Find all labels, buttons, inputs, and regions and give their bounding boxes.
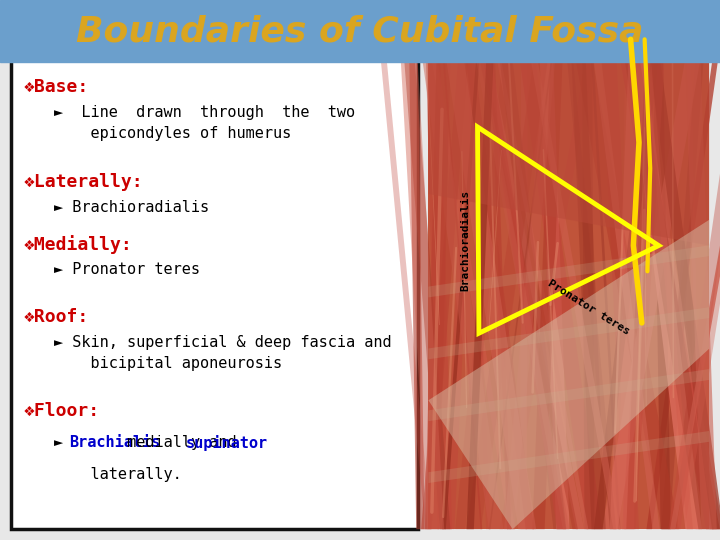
Polygon shape [428, 431, 709, 483]
Text: medially and: medially and [117, 435, 246, 450]
Polygon shape [685, 14, 701, 529]
Polygon shape [622, 14, 667, 529]
Polygon shape [643, 14, 720, 529]
Polygon shape [460, 14, 534, 529]
Polygon shape [610, 14, 647, 529]
Text: ►: ► [54, 435, 81, 450]
Polygon shape [471, 14, 578, 529]
Polygon shape [455, 14, 517, 529]
Text: ► Skin, superficial & deep fascia and
    bicipital aponeurosis: ► Skin, superficial & deep fascia and bi… [54, 335, 392, 371]
Polygon shape [582, 14, 595, 529]
Polygon shape [652, 14, 670, 529]
Bar [11, 14, 418, 529]
Polygon shape [439, 14, 536, 529]
Polygon shape [538, 14, 570, 529]
Text: supinator: supinator [186, 435, 269, 451]
Polygon shape [618, 14, 720, 529]
Text: Brachioradialis: Brachioradialis [460, 190, 470, 291]
Bar [0, 0, 720, 62]
Polygon shape [488, 14, 588, 529]
Polygon shape [428, 14, 709, 246]
Bar [428, 14, 709, 529]
Text: ► Brachioradialis: ► Brachioradialis [54, 200, 209, 215]
Polygon shape [467, 14, 570, 529]
Polygon shape [428, 307, 709, 359]
Text: laterally.: laterally. [54, 467, 181, 482]
Polygon shape [600, 14, 639, 529]
Polygon shape [428, 245, 709, 298]
Text: ❖Floor:: ❖Floor: [24, 402, 100, 420]
Polygon shape [676, 14, 720, 529]
Polygon shape [683, 14, 716, 529]
Polygon shape [490, 14, 511, 529]
Polygon shape [588, 14, 621, 529]
Text: Brachialis: Brachialis [68, 435, 160, 450]
Polygon shape [602, 14, 708, 529]
Polygon shape [489, 14, 559, 529]
Polygon shape [523, 14, 620, 529]
Polygon shape [442, 14, 483, 529]
Polygon shape [504, 14, 559, 529]
Text: ❖Laterally:: ❖Laterally: [24, 173, 143, 191]
Text: ❖Roof:: ❖Roof: [24, 308, 89, 326]
Polygon shape [467, 14, 554, 529]
Text: Pronator teres: Pronator teres [546, 278, 631, 337]
Polygon shape [476, 14, 566, 529]
Polygon shape [617, 14, 714, 529]
Polygon shape [662, 14, 707, 529]
Polygon shape [500, 14, 603, 529]
Polygon shape [467, 14, 495, 529]
Polygon shape [668, 14, 720, 529]
Polygon shape [421, 14, 472, 529]
Polygon shape [641, 14, 693, 529]
Text: ❖Base:: ❖Base: [24, 78, 89, 96]
Polygon shape [513, 14, 603, 529]
Polygon shape [401, 14, 450, 529]
Polygon shape [439, 14, 482, 529]
Polygon shape [495, 14, 567, 529]
Polygon shape [425, 14, 452, 529]
Polygon shape [473, 14, 584, 529]
Polygon shape [594, 14, 664, 529]
Text: Boundaries of Cubital Fossa: Boundaries of Cubital Fossa [76, 14, 644, 48]
Polygon shape [377, 14, 431, 529]
Polygon shape [647, 14, 720, 529]
Polygon shape [588, 14, 660, 529]
Polygon shape [409, 14, 425, 529]
Polygon shape [445, 14, 478, 529]
Polygon shape [623, 14, 702, 529]
Text: ►  Line  drawn  through  the  two
    epicondyles of humerus: ► Line drawn through the two epicondyles… [54, 105, 355, 141]
Polygon shape [563, 14, 616, 529]
Text: ❖Medially:: ❖Medially: [24, 235, 132, 254]
Polygon shape [398, 14, 444, 529]
Polygon shape [465, 14, 490, 529]
Polygon shape [670, 14, 720, 529]
Polygon shape [428, 220, 709, 529]
Polygon shape [611, 14, 720, 529]
Polygon shape [424, 14, 516, 529]
Polygon shape [532, 14, 564, 529]
Polygon shape [619, 14, 641, 529]
Polygon shape [425, 14, 451, 529]
Polygon shape [567, 14, 679, 529]
Polygon shape [428, 369, 709, 421]
Polygon shape [416, 14, 503, 529]
Polygon shape [570, 14, 606, 529]
Text: ► Pronator teres: ► Pronator teres [54, 262, 200, 277]
Polygon shape [521, 14, 528, 529]
